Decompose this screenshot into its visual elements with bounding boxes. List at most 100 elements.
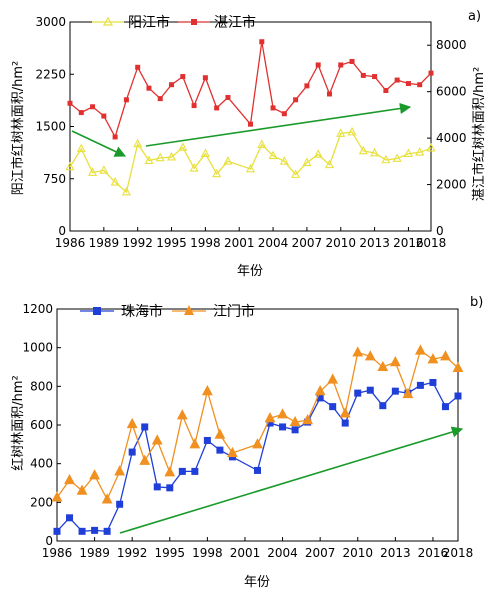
- series-0-point-1999: [212, 168, 222, 178]
- series-0-point-1992: [133, 138, 143, 148]
- series-0-point-2010: [354, 389, 362, 397]
- x-tick-label-1986: 1986: [42, 546, 73, 560]
- legend-marker-zhuhai: [93, 307, 101, 315]
- x-tick-label-2013: 2013: [359, 236, 390, 250]
- series-1-point-1990: [112, 134, 118, 140]
- y-tick-label-600: 600: [30, 418, 53, 432]
- series-1-point-1988: [90, 104, 96, 110]
- series-1-point-2002: [248, 121, 253, 127]
- series-1-point-2004: [270, 105, 276, 111]
- series-1-point-1990: [101, 493, 113, 504]
- series-0-point-2015: [392, 153, 402, 162]
- x-tick-label-2010: 2010: [342, 546, 373, 560]
- series-1-point-2000: [227, 446, 238, 458]
- series-1-point-1992: [126, 417, 138, 429]
- y-tick-label-3000: 3000: [35, 15, 66, 29]
- series-1-point-2018: [452, 361, 464, 373]
- series-0-point-2018: [426, 142, 436, 152]
- y-tick-label-1000: 1000: [22, 341, 53, 355]
- x-axis-title-b: 年份: [244, 575, 270, 590]
- legend-label-yangjiang: 阳江市: [128, 14, 170, 31]
- series-1-point-1997: [191, 103, 197, 109]
- series-0-point-1986: [65, 161, 75, 171]
- series-0-point-1996: [178, 467, 186, 475]
- series-1-point-2003: [264, 412, 276, 423]
- series-1-point-2015: [394, 77, 400, 83]
- x-tick-label-2016: 2016: [418, 546, 449, 560]
- series-0-point-1988: [88, 167, 98, 176]
- series-1-point-1994: [157, 96, 163, 102]
- series-0-point-2014: [381, 154, 391, 164]
- series-1-point-2008: [327, 373, 339, 384]
- x-tick-label-2001: 2001: [224, 236, 255, 250]
- series-0-point-2000: [223, 156, 233, 165]
- legend-marker-zhanjiang: [191, 19, 197, 25]
- series-1-point-2008: [315, 62, 321, 68]
- series-0-point-2003: [266, 419, 274, 427]
- x-tick-label-1989: 1989: [79, 546, 110, 560]
- x-tick-label-2018: 2018: [443, 546, 474, 560]
- series-0-line: [56, 381, 459, 532]
- y2-tick-label-6000: 6000: [436, 85, 467, 99]
- series-0-point-2015: [416, 381, 424, 389]
- series-0-point-1987: [76, 143, 86, 153]
- y-tick-label-800: 800: [30, 379, 53, 393]
- y2-tick-label-2000: 2000: [436, 178, 467, 192]
- series-0-point-2013: [391, 387, 399, 395]
- legend-marker-yangjiang: [102, 16, 114, 26]
- series-1-point-2005: [289, 415, 301, 427]
- series-0-point-2011: [347, 126, 357, 136]
- x-tick-label-1992: 1992: [117, 546, 148, 560]
- x-tick-label-1995: 1995: [155, 546, 186, 560]
- series-1-point-2016: [405, 81, 411, 87]
- trend-arrow-up-a: [145, 102, 412, 147]
- series-0-point-1989: [99, 165, 109, 174]
- series-1-point-2018: [428, 70, 434, 76]
- series-0-point-2007: [302, 157, 312, 167]
- y-tick-label-200: 200: [30, 495, 53, 509]
- series-1-point-1989: [89, 469, 101, 480]
- series-0-point-2006: [291, 169, 301, 178]
- x-tick-label-1986: 1986: [55, 236, 86, 250]
- y2-tick-label-8000: 8000: [436, 38, 467, 52]
- x-tick-label-2004: 2004: [267, 546, 298, 560]
- series-1-point-2006: [302, 413, 314, 425]
- y-axis-title-left-a: 阳江市红树林面积/hm²: [10, 61, 26, 196]
- series-0-point-2016: [429, 378, 437, 386]
- series-0-point-2002: [245, 163, 256, 173]
- series-1-point-2015: [414, 344, 426, 355]
- series-0-point-1987: [66, 514, 74, 522]
- y-tick-label-400: 400: [30, 457, 53, 471]
- series-1-point-2004: [277, 408, 288, 419]
- legend-a: 阳江市 湛江市: [92, 14, 256, 31]
- series-0-point-1989: [91, 526, 99, 534]
- series-1-point-2007: [304, 83, 310, 89]
- trend-arrow-up-b: [119, 426, 464, 534]
- series-1-point-2010: [338, 62, 344, 68]
- series-0-point-2004: [279, 423, 287, 431]
- series-1-point-2000: [225, 94, 231, 100]
- series-1-point-2005: [281, 111, 287, 117]
- legend-marker-jiangmen: [184, 305, 194, 315]
- y-axis-title-right-a: 湛江市红树林面积/hm²: [471, 67, 487, 202]
- legend-label-zhuhai: 珠海市: [121, 303, 163, 320]
- series-1-point-1986: [51, 491, 63, 502]
- panel-label-a: a): [468, 9, 481, 24]
- x-tick-label-2004: 2004: [258, 236, 289, 250]
- series-1-point-1994: [151, 434, 163, 445]
- series-1-point-1991: [114, 465, 126, 476]
- series-1-point-2002: [252, 438, 263, 449]
- legend-label-zhanjiang: 湛江市: [214, 14, 256, 31]
- series-1-point-2014: [383, 88, 389, 94]
- series-0-point-1993: [141, 423, 149, 431]
- series-0-point-1991: [121, 186, 131, 196]
- series-0-point-2017: [415, 147, 425, 156]
- chart-b: 0 200 400 600 800 1000 1200 1986 1989 1992 1995 19…: [10, 295, 483, 590]
- series-1-point-1999: [214, 428, 226, 439]
- series-1-point-1996: [176, 409, 188, 420]
- series-1-point-2012: [377, 360, 389, 372]
- x-tick-label-2018: 2018: [416, 236, 447, 250]
- series-0-point-1995: [166, 484, 174, 492]
- series-0-point-1993: [144, 155, 154, 164]
- y-tick-label-2250: 2250: [35, 67, 66, 81]
